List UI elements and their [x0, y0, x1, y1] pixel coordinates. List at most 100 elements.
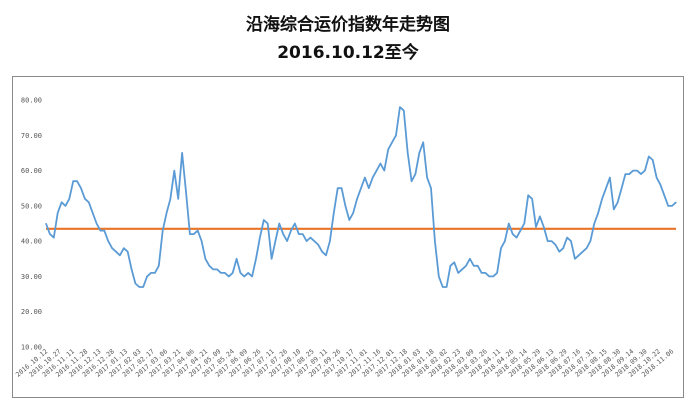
- data-point: [131, 268, 133, 270]
- data-point: [477, 265, 479, 267]
- data-point: [247, 272, 249, 274]
- y-tick-label: 60.00: [21, 167, 42, 175]
- data-point: [453, 261, 455, 263]
- data-point: [418, 152, 420, 154]
- data-point: [119, 254, 121, 256]
- data-point: [173, 170, 175, 172]
- data-point: [278, 222, 280, 225]
- data-point: [566, 237, 568, 239]
- data-point: [197, 230, 199, 232]
- data-point: [403, 110, 405, 112]
- data-point: [259, 237, 261, 239]
- data-point: [127, 251, 129, 253]
- data-point: [134, 282, 136, 285]
- data-point: [376, 170, 378, 172]
- data-point: [360, 187, 362, 189]
- data-point: [282, 233, 284, 235]
- data-point: [348, 219, 350, 221]
- data-point: [379, 162, 381, 165]
- data-point: [294, 222, 296, 225]
- data-point: [469, 258, 471, 260]
- data-point: [189, 233, 191, 235]
- data-point: [519, 230, 522, 232]
- data-point: [663, 194, 665, 196]
- data-point: [582, 251, 584, 253]
- data-point: [64, 205, 66, 207]
- data-point: [123, 247, 125, 249]
- data-point: [162, 230, 164, 232]
- data-point: [667, 205, 669, 207]
- data-point: [391, 141, 393, 143]
- data-point: [158, 265, 160, 267]
- data-point: [656, 177, 658, 179]
- data-point: [422, 141, 424, 143]
- y-axis: 10.00 20.00 30.00 40.00 50.00 60.00 70.00 80.00: [21, 97, 42, 352]
- data-point: [613, 208, 615, 210]
- data-point: [255, 258, 257, 260]
- data-point: [169, 198, 171, 200]
- data-point: [523, 222, 525, 225]
- data-point: [103, 230, 105, 232]
- data-point: [45, 222, 47, 225]
- data-point: [236, 258, 238, 260]
- chart-title: 沿海综合运价指数年走势图: [246, 15, 450, 35]
- y-tick-label: 30.00: [21, 273, 42, 281]
- data-point: [150, 272, 152, 274]
- data-point: [263, 219, 265, 221]
- data-point: [399, 106, 401, 108]
- data-point: [500, 247, 502, 249]
- data-point: [68, 198, 70, 200]
- data-point: [286, 240, 288, 242]
- data-point: [352, 212, 354, 214]
- data-point: [61, 201, 63, 203]
- y-tick-label: 10.00: [21, 344, 42, 352]
- data-point: [193, 233, 195, 235]
- data-point: [302, 233, 304, 235]
- data-point: [508, 222, 510, 225]
- data-point: [547, 240, 549, 242]
- data-point: [512, 233, 514, 235]
- data-point: [496, 272, 498, 274]
- data-point: [675, 201, 677, 203]
- data-point: [434, 240, 436, 242]
- data-point: [185, 191, 187, 193]
- data-point: [329, 240, 331, 242]
- data-point: [321, 251, 323, 253]
- y-tick-label: 50.00: [21, 202, 42, 210]
- data-point: [313, 240, 315, 242]
- data-point: [154, 272, 156, 274]
- data-point: [589, 240, 592, 242]
- data-point: [115, 251, 117, 253]
- data-point: [593, 222, 595, 225]
- data-point: [671, 205, 673, 207]
- data-point: [605, 187, 607, 189]
- data-point: [111, 247, 113, 249]
- data-point: [88, 201, 90, 203]
- data-point: [601, 198, 603, 200]
- data-point: [96, 222, 98, 225]
- data-point: [317, 244, 319, 246]
- data-point: [208, 265, 210, 267]
- data-point: [146, 275, 148, 277]
- data-point: [446, 286, 448, 288]
- data-point: [337, 187, 339, 189]
- data-point: [531, 198, 533, 200]
- data-point: [181, 152, 183, 154]
- chart-frame: [12, 76, 684, 398]
- data-point: [76, 180, 78, 182]
- x-axis: 2016.10.122016.10.272016.11.112016.11.28…: [14, 347, 675, 378]
- data-point: [461, 268, 463, 270]
- data-point: [92, 212, 94, 214]
- data-point: [442, 286, 444, 288]
- data-point: [414, 173, 416, 175]
- data-point: [539, 215, 541, 217]
- data-point: [636, 170, 638, 172]
- data-point: [57, 212, 59, 214]
- data-point: [617, 201, 619, 203]
- data-point: [554, 244, 557, 246]
- data-point: [368, 187, 370, 189]
- data-point: [220, 272, 222, 274]
- data-point: [251, 275, 253, 277]
- data-point: [574, 258, 576, 260]
- data-point: [632, 170, 634, 172]
